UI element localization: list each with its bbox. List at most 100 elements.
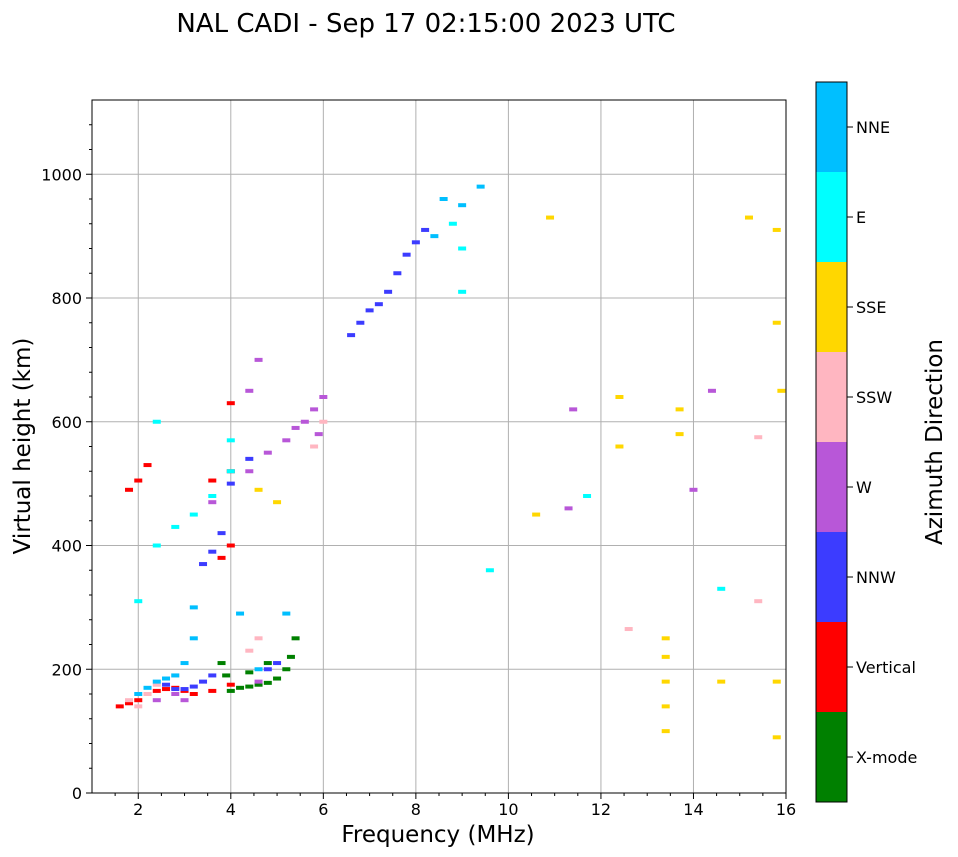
colorbar-label: Azimuth Direction (922, 339, 948, 545)
data-point-vertical (208, 478, 217, 483)
data-point-nnw (411, 240, 420, 245)
data-point-x-mode (273, 676, 282, 681)
data-point-nnw (402, 252, 411, 257)
data-point-sse (675, 432, 684, 437)
data-point-sse (772, 320, 781, 325)
data-point-sse (772, 735, 781, 740)
data-point-w (171, 692, 180, 696)
data-point-nne (430, 234, 439, 239)
plot-area (92, 100, 786, 793)
data-point-x-mode (245, 684, 254, 689)
data-point-w (569, 407, 578, 412)
data-point-sse (661, 654, 670, 659)
data-point-x-mode (263, 680, 272, 685)
data-point-w (245, 388, 254, 393)
y-tick-label: 200 (51, 660, 82, 679)
data-point-nnw (245, 456, 254, 461)
data-point-x-mode (282, 667, 291, 672)
data-point-e (226, 438, 235, 443)
colorbar-segment-w (816, 442, 847, 532)
colorbar-segment-nne (816, 82, 847, 172)
chart-title: NAL CADI - Sep 17 02:15:00 2023 UTC (176, 9, 675, 39)
x-axis-label: Frequency (MHz) (341, 822, 534, 848)
y-tick-label: 800 (51, 289, 82, 308)
data-point-vertical (152, 688, 161, 693)
data-point-nne (162, 676, 171, 681)
data-point-w (254, 679, 263, 684)
data-point-nne (180, 661, 189, 666)
data-point-nne (458, 203, 467, 208)
data-point-nnw (199, 562, 208, 567)
colorbar-segment-vertical (816, 622, 847, 712)
data-point-vertical (125, 701, 134, 706)
data-point-vertical (125, 487, 134, 492)
data-point-w (564, 506, 573, 511)
x-tick-label: 8 (411, 800, 421, 819)
data-point-sse (273, 500, 282, 505)
data-point-x-mode (222, 673, 231, 678)
data-point-e (189, 512, 198, 517)
colorbar-tick-label: E (856, 208, 866, 227)
data-point-vertical (189, 692, 198, 696)
data-point-vertical (226, 401, 235, 406)
data-point-sse (615, 395, 624, 399)
data-point-nne (189, 636, 198, 641)
data-point-sse (661, 729, 670, 734)
data-point-w (319, 395, 328, 399)
colorbar-segment-x-mode (816, 712, 847, 802)
data-point-vertical (162, 687, 171, 692)
data-point-w (300, 419, 309, 424)
colorbar-segment-e (816, 172, 847, 262)
data-point-w (254, 357, 263, 362)
data-point-x-mode (263, 661, 272, 666)
data-point-sse (772, 679, 781, 684)
data-point-e (458, 246, 467, 251)
data-point-nnw (199, 679, 208, 684)
data-point-w (152, 698, 161, 703)
y-axis-label: Virtual height (km) (10, 338, 36, 555)
data-point-sse (717, 679, 726, 684)
data-point-e (152, 419, 161, 424)
data-point-nne (236, 611, 245, 616)
data-point-w (314, 432, 323, 437)
data-point-nnw (421, 227, 430, 232)
data-point-nnw (208, 549, 217, 554)
data-point-x-mode (217, 661, 226, 666)
data-point-e (485, 568, 494, 573)
data-point-nnw (263, 667, 272, 672)
x-tick-label: 12 (591, 800, 611, 819)
data-point-sse (661, 679, 670, 684)
colorbar-segment-ssw (816, 352, 847, 442)
data-point-sse (546, 215, 555, 220)
data-point-w (245, 469, 254, 474)
data-point-ssw (624, 627, 633, 632)
data-point-vertical (208, 688, 217, 693)
data-point-w (263, 450, 272, 455)
data-point-w (310, 407, 319, 412)
data-point-nne (282, 611, 291, 616)
data-point-e (134, 599, 143, 604)
data-point-nne (254, 667, 263, 672)
colorbar-segment-sse (816, 262, 847, 352)
data-point-w (291, 425, 300, 430)
data-point-x-mode (291, 636, 300, 641)
y-tick-label: 0 (72, 784, 82, 803)
data-point-sse (777, 388, 786, 393)
data-point-e (152, 543, 161, 548)
colorbar-tick-label: Vertical (856, 658, 916, 677)
data-point-sse (615, 444, 624, 449)
y-tick-label: 600 (51, 413, 82, 432)
colorbar-tick-label: SSE (856, 298, 886, 317)
data-point-vertical (134, 698, 143, 703)
data-point-w (689, 487, 698, 492)
x-tick-label: 2 (133, 800, 143, 819)
data-point-x-mode (286, 654, 295, 659)
colorbar: X-mode Vertical NNW W SSW SSE E NNE (815, 81, 917, 803)
data-point-w (707, 388, 716, 393)
data-point-ssw (143, 692, 152, 696)
data-point-vertical (134, 478, 143, 483)
y-tick-label: 1000 (41, 165, 82, 184)
data-point-x-mode (236, 685, 245, 690)
data-point-nnw (347, 333, 356, 338)
